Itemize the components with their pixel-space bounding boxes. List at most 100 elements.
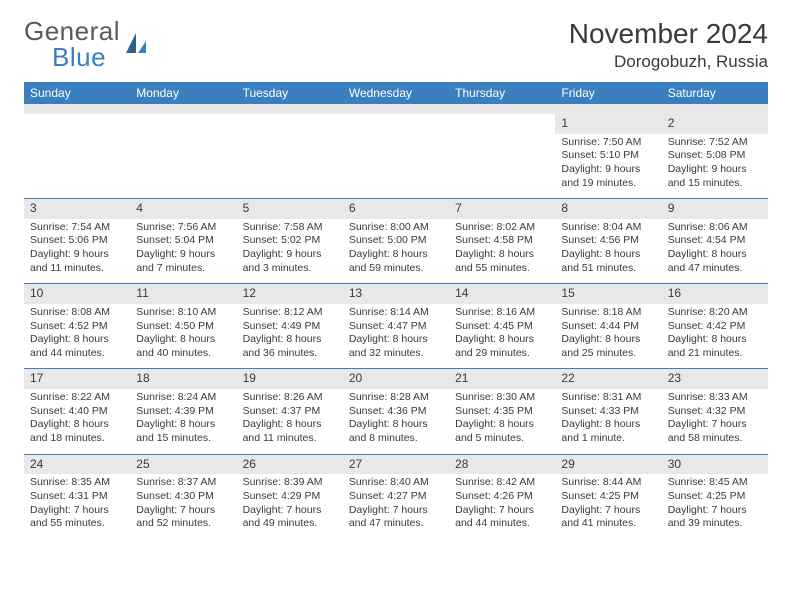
sunset-line: Sunset: 4:50 PM <box>136 320 230 334</box>
day-cell: 5Sunrise: 7:58 AMSunset: 5:02 PMDaylight… <box>237 199 343 283</box>
day-cell: 23Sunrise: 8:33 AMSunset: 4:32 PMDayligh… <box>662 369 768 453</box>
day-number: 26 <box>237 455 343 475</box>
logo: General Blue <box>24 18 150 70</box>
sunrise-line: Sunrise: 7:56 AM <box>136 221 230 235</box>
day-body: Sunrise: 8:31 AMSunset: 4:33 PMDaylight:… <box>555 389 661 454</box>
day-body: Sunrise: 8:12 AMSunset: 4:49 PMDaylight:… <box>237 304 343 369</box>
sunset-line: Sunset: 4:42 PM <box>668 320 762 334</box>
day-body: Sunrise: 8:35 AMSunset: 4:31 PMDaylight:… <box>24 474 130 539</box>
daylight-line: Daylight: 9 hours and 19 minutes. <box>561 163 655 190</box>
sunset-line: Sunset: 4:47 PM <box>349 320 443 334</box>
daylight-line: Daylight: 8 hours and 55 minutes. <box>455 248 549 275</box>
day-body: Sunrise: 7:56 AMSunset: 5:04 PMDaylight:… <box>130 219 236 284</box>
sunrise-line: Sunrise: 7:52 AM <box>668 136 762 150</box>
daylight-line: Daylight: 8 hours and 25 minutes. <box>561 333 655 360</box>
sunrise-line: Sunrise: 8:00 AM <box>349 221 443 235</box>
sunrise-line: Sunrise: 8:16 AM <box>455 306 549 320</box>
day-cell: 30Sunrise: 8:45 AMSunset: 4:25 PMDayligh… <box>662 455 768 539</box>
daylight-line: Daylight: 8 hours and 40 minutes. <box>136 333 230 360</box>
sunset-line: Sunset: 4:33 PM <box>561 405 655 419</box>
day-body: Sunrise: 8:24 AMSunset: 4:39 PMDaylight:… <box>130 389 236 454</box>
sunset-line: Sunset: 5:08 PM <box>668 149 762 163</box>
weekday-header: Friday <box>555 82 661 104</box>
sunrise-line: Sunrise: 8:45 AM <box>668 476 762 490</box>
sunset-line: Sunset: 4:26 PM <box>455 490 549 504</box>
sunset-line: Sunset: 4:44 PM <box>561 320 655 334</box>
day-number: 17 <box>24 369 130 389</box>
header: General Blue November 2024 Dorogobuzh, R… <box>24 18 768 72</box>
day-cell <box>343 114 449 198</box>
sunrise-line: Sunrise: 8:14 AM <box>349 306 443 320</box>
spacer-row <box>24 104 768 114</box>
daylight-line: Daylight: 7 hours and 49 minutes. <box>243 504 337 531</box>
day-number: 24 <box>24 455 130 475</box>
daylight-line: Daylight: 8 hours and 47 minutes. <box>668 248 762 275</box>
daylight-line: Daylight: 9 hours and 3 minutes. <box>243 248 337 275</box>
sunrise-line: Sunrise: 8:08 AM <box>30 306 124 320</box>
day-cell: 8Sunrise: 8:04 AMSunset: 4:56 PMDaylight… <box>555 199 661 283</box>
day-cell: 21Sunrise: 8:30 AMSunset: 4:35 PMDayligh… <box>449 369 555 453</box>
day-number: 8 <box>555 199 661 219</box>
day-number: 5 <box>237 199 343 219</box>
weekday-header: Tuesday <box>237 82 343 104</box>
logo-text: General Blue <box>24 18 120 70</box>
sunrise-line: Sunrise: 8:42 AM <box>455 476 549 490</box>
sunset-line: Sunset: 4:29 PM <box>243 490 337 504</box>
weekday-header: Saturday <box>662 82 768 104</box>
sunrise-line: Sunrise: 8:44 AM <box>561 476 655 490</box>
week-row: 1Sunrise: 7:50 AMSunset: 5:10 PMDaylight… <box>24 114 768 198</box>
daylight-line: Daylight: 9 hours and 11 minutes. <box>30 248 124 275</box>
day-body: Sunrise: 7:54 AMSunset: 5:06 PMDaylight:… <box>24 219 130 284</box>
sunrise-line: Sunrise: 8:22 AM <box>30 391 124 405</box>
sunrise-line: Sunrise: 7:50 AM <box>561 136 655 150</box>
day-body: Sunrise: 8:00 AMSunset: 5:00 PMDaylight:… <box>343 219 449 284</box>
daylight-line: Daylight: 7 hours and 39 minutes. <box>668 504 762 531</box>
day-cell <box>237 114 343 198</box>
sunrise-line: Sunrise: 8:20 AM <box>668 306 762 320</box>
weekday-header: Sunday <box>24 82 130 104</box>
day-cell: 10Sunrise: 8:08 AMSunset: 4:52 PMDayligh… <box>24 284 130 368</box>
week-row: 10Sunrise: 8:08 AMSunset: 4:52 PMDayligh… <box>24 283 768 368</box>
sunrise-line: Sunrise: 8:10 AM <box>136 306 230 320</box>
weekday-header-row: Sunday Monday Tuesday Wednesday Thursday… <box>24 82 768 104</box>
day-cell: 26Sunrise: 8:39 AMSunset: 4:29 PMDayligh… <box>237 455 343 539</box>
day-cell <box>130 114 236 198</box>
day-cell: 12Sunrise: 8:12 AMSunset: 4:49 PMDayligh… <box>237 284 343 368</box>
daylight-line: Daylight: 9 hours and 7 minutes. <box>136 248 230 275</box>
sunset-line: Sunset: 4:45 PM <box>455 320 549 334</box>
day-cell: 13Sunrise: 8:14 AMSunset: 4:47 PMDayligh… <box>343 284 449 368</box>
weekday-header: Wednesday <box>343 82 449 104</box>
calendar-grid: Sunday Monday Tuesday Wednesday Thursday… <box>24 82 768 539</box>
day-number: 6 <box>343 199 449 219</box>
sunrise-line: Sunrise: 8:37 AM <box>136 476 230 490</box>
sunset-line: Sunset: 4:27 PM <box>349 490 443 504</box>
day-number: 29 <box>555 455 661 475</box>
sunrise-line: Sunrise: 8:35 AM <box>30 476 124 490</box>
daylight-line: Daylight: 7 hours and 55 minutes. <box>30 504 124 531</box>
day-cell: 7Sunrise: 8:02 AMSunset: 4:58 PMDaylight… <box>449 199 555 283</box>
daylight-line: Daylight: 7 hours and 44 minutes. <box>455 504 549 531</box>
day-cell: 11Sunrise: 8:10 AMSunset: 4:50 PMDayligh… <box>130 284 236 368</box>
sunrise-line: Sunrise: 8:04 AM <box>561 221 655 235</box>
sunset-line: Sunset: 4:39 PM <box>136 405 230 419</box>
day-body <box>237 118 343 174</box>
sunrise-line: Sunrise: 8:33 AM <box>668 391 762 405</box>
day-number: 19 <box>237 369 343 389</box>
sunset-line: Sunset: 4:52 PM <box>30 320 124 334</box>
day-cell: 28Sunrise: 8:42 AMSunset: 4:26 PMDayligh… <box>449 455 555 539</box>
sunset-line: Sunset: 5:00 PM <box>349 234 443 248</box>
sunset-line: Sunset: 5:04 PM <box>136 234 230 248</box>
day-number: 23 <box>662 369 768 389</box>
day-number: 3 <box>24 199 130 219</box>
sunset-line: Sunset: 4:25 PM <box>668 490 762 504</box>
sunset-line: Sunset: 4:58 PM <box>455 234 549 248</box>
daylight-line: Daylight: 8 hours and 1 minute. <box>561 418 655 445</box>
day-number: 30 <box>662 455 768 475</box>
sunset-line: Sunset: 5:10 PM <box>561 149 655 163</box>
day-body: Sunrise: 8:16 AMSunset: 4:45 PMDaylight:… <box>449 304 555 369</box>
week-row: 17Sunrise: 8:22 AMSunset: 4:40 PMDayligh… <box>24 368 768 453</box>
sunset-line: Sunset: 4:37 PM <box>243 405 337 419</box>
day-body: Sunrise: 8:18 AMSunset: 4:44 PMDaylight:… <box>555 304 661 369</box>
sunrise-line: Sunrise: 8:30 AM <box>455 391 549 405</box>
day-body <box>130 118 236 174</box>
